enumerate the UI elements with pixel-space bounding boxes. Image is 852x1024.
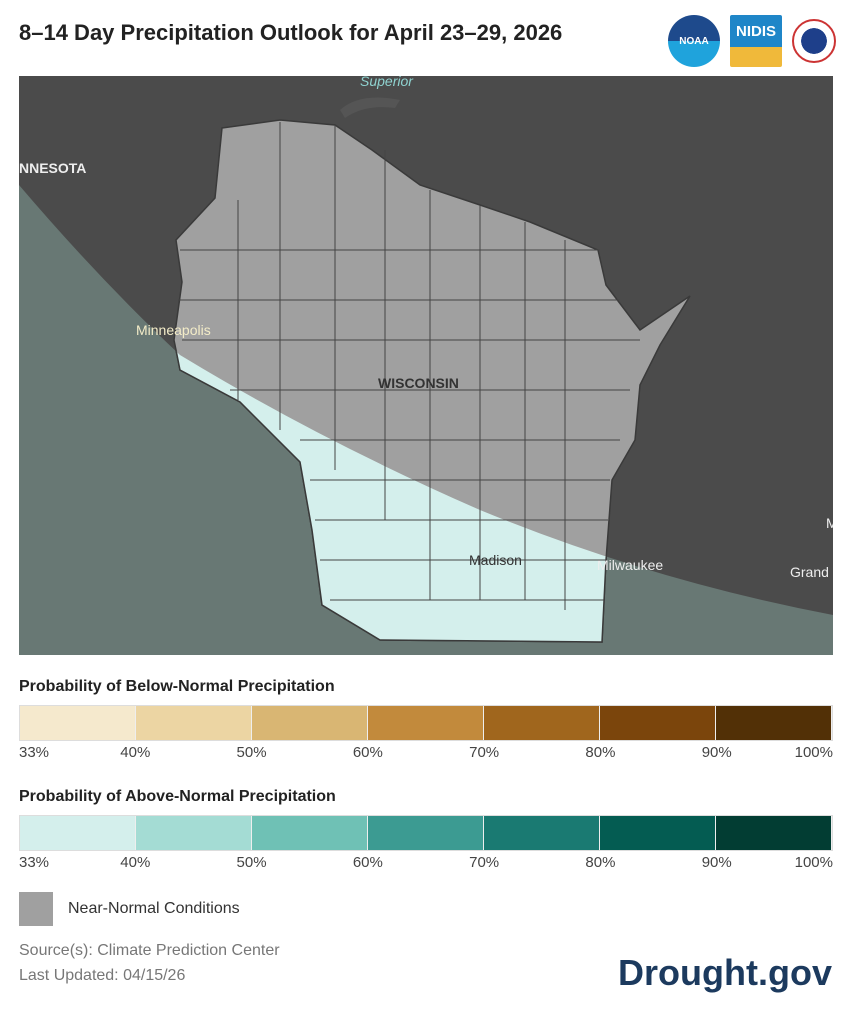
tick-label: 100%: [794, 854, 833, 871]
label-superior: Superior: [360, 76, 414, 89]
above-normal-swatch-4: [484, 816, 600, 850]
near-normal-swatch: [19, 892, 53, 926]
partner-logos: NOAA NIDIS: [668, 15, 836, 67]
above-normal-swatch-2: [252, 816, 368, 850]
tick-label: 60%: [352, 854, 383, 871]
page-title: 8–14 Day Precipitation Outlook for April…: [19, 20, 563, 45]
below-normal-ticks: 33% 40% 50% 60% 70% 80% 90% 100%: [19, 744, 833, 764]
source-text: Source(s): Climate Prediction Center: [19, 942, 280, 959]
above-normal-swatch-5: [600, 816, 716, 850]
above-normal-ticks: 33% 40% 50% 60% 70% 80% 90% 100%: [19, 854, 833, 874]
tick-label: 33%: [19, 854, 50, 871]
above-normal-swatch-6: [716, 816, 832, 850]
last-updated: Last Updated: 04/15/26: [19, 967, 186, 984]
noaa-logo: NOAA: [668, 15, 720, 67]
label-m: M: [826, 515, 833, 531]
below-normal-swatch-5: [600, 706, 716, 740]
label-minneapolis: Minneapolis: [136, 322, 211, 338]
tick-label: 80%: [585, 854, 616, 871]
below-normal-swatch-3: [368, 706, 484, 740]
below-normal-color-bar: [19, 705, 833, 741]
label-madison: Madison: [469, 552, 522, 568]
nws-logo: [792, 19, 836, 63]
tick-label: 33%: [19, 744, 50, 761]
below-normal-swatch-4: [484, 706, 600, 740]
near-normal-label: Near-Normal Conditions: [68, 900, 240, 917]
drought-gov-logo[interactable]: Drought.gov: [618, 952, 832, 993]
tick-label: 70%: [469, 744, 500, 761]
county-lines: [178, 122, 640, 610]
tick-label: 40%: [120, 854, 151, 871]
nidis-logo: NIDIS: [730, 15, 782, 67]
tick-label: 40%: [120, 744, 151, 761]
above-normal-color-bar: [19, 815, 833, 851]
label-wisconsin: WISCONSIN: [378, 375, 459, 391]
below-normal-legend-title: Probability of Below-Normal Precipitatio…: [19, 678, 335, 695]
lake-superior: [340, 97, 400, 118]
below-normal-swatch-1: [136, 706, 252, 740]
below-normal-swatch-0: [20, 706, 136, 740]
tick-label: 60%: [352, 744, 383, 761]
tick-label: 100%: [794, 744, 833, 761]
above-normal-swatch-1: [136, 816, 252, 850]
label-minnesota: NNESOTA: [19, 160, 86, 176]
above-normal-swatch-3: [368, 816, 484, 850]
label-milwaukee: Milwaukee: [597, 557, 663, 573]
below-normal-swatch-2: [252, 706, 368, 740]
above-normal-swatch-0: [20, 816, 136, 850]
outlook-map[interactable]: Superior NNESOTA Minneapolis WISCONSIN M…: [19, 76, 833, 655]
tick-label: 80%: [585, 744, 616, 761]
tick-label: 50%: [236, 854, 267, 871]
tick-label: 90%: [701, 854, 732, 871]
above-normal-region: [19, 185, 833, 655]
label-grand: Grand: [790, 564, 829, 580]
above-normal-legend-title: Probability of Above-Normal Precipitatio…: [19, 788, 336, 805]
tick-label: 90%: [701, 744, 732, 761]
tick-label: 70%: [469, 854, 500, 871]
below-normal-swatch-6: [716, 706, 832, 740]
tick-label: 50%: [236, 744, 267, 761]
